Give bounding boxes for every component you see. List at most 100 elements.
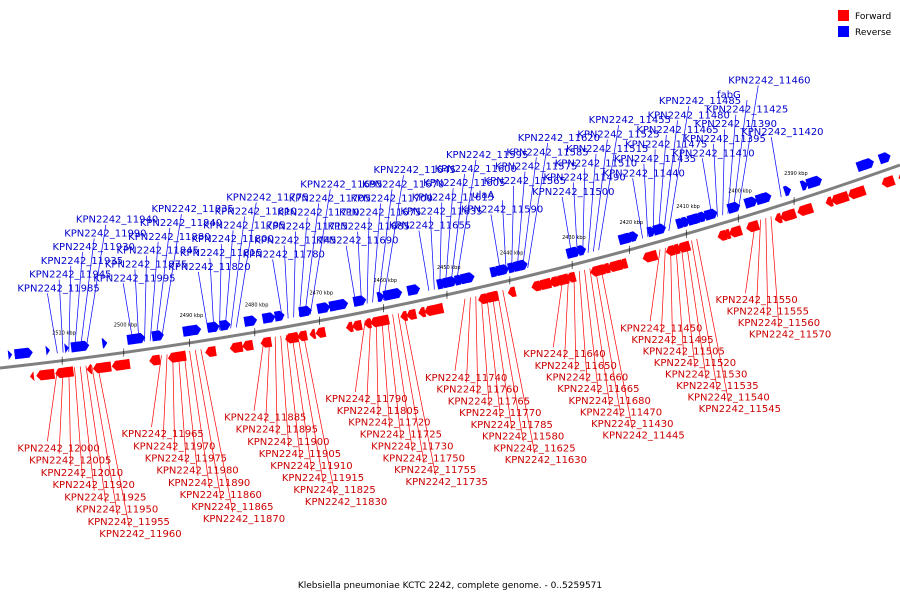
leader-line (578, 271, 588, 383)
reverse-gene-arrow (298, 305, 312, 318)
forward-gene-label: KPN2242_11560 (738, 318, 820, 329)
forward-gene-label: KPN2242_12000 (17, 443, 99, 454)
reverse-gene-arrow (629, 231, 639, 242)
leader-lines (47, 85, 782, 528)
leader-line (366, 217, 370, 304)
reverse-gene-label: KPN2242_11595 (446, 150, 528, 161)
gene-arrows (7, 152, 900, 382)
reverse-gene-label: KPN2242_11605 (423, 178, 505, 189)
leader-line (172, 353, 176, 452)
forward-gene-arrow (881, 175, 896, 188)
reverse-gene-arrow (749, 196, 758, 207)
reverse-gene-label: KPN2242_11475 (625, 139, 707, 150)
forward-gene-label: KPN2242_11750 (383, 453, 465, 464)
forward-gene-arrow (297, 330, 309, 342)
leader-line (397, 313, 425, 464)
reverse-gene-label: KPN2242_11935 (41, 256, 123, 267)
reverse-gene-label: KPN2242_11500 (532, 187, 614, 198)
reverse-gene-arrow (703, 208, 718, 221)
forward-gene-label: KPN2242_11580 (482, 432, 564, 443)
leader-line (68, 367, 72, 466)
forward-gene-arrow (309, 328, 317, 339)
forward-gene-label: KPN2242_11905 (259, 449, 341, 460)
leader-line (58, 279, 64, 353)
legend: Forward Reverse (838, 10, 892, 38)
leader-line (722, 129, 726, 216)
leader-line (224, 230, 234, 330)
forward-gene-label: KPN2242_11530 (665, 369, 747, 380)
leader-line (280, 335, 290, 447)
reverse-gene-arrow (218, 319, 231, 331)
leader-line (58, 368, 64, 454)
forward-gene-arrow (560, 273, 570, 285)
leader-line (345, 245, 357, 306)
forward-gene-label: KPN2242_11730 (371, 441, 453, 452)
forward-gene-arrow (61, 366, 75, 378)
leader-line (652, 149, 656, 236)
leader-line (516, 171, 526, 271)
tick-label: 2510 kbp (52, 331, 76, 337)
leader-line (304, 203, 320, 316)
leader-line (151, 355, 162, 428)
leader-line (178, 352, 187, 464)
forward-gene-arrow (99, 361, 112, 373)
leader-line (144, 255, 147, 342)
leader-line (283, 245, 289, 319)
reverse-gene-arrow (465, 272, 475, 283)
reverse-gene-arrow (101, 338, 108, 349)
reverse-gene-label: KPN2242_11575 (495, 162, 577, 173)
reverse-gene-label: KPN2242_11565 (484, 176, 566, 187)
reverse-gene-label: KPN2242_11840 (140, 218, 222, 229)
leader-line (701, 158, 713, 219)
leader-line (737, 85, 759, 211)
tick-label: 2480 kbp (245, 302, 269, 308)
reverse-gene-label: KPN2242_11690 (316, 236, 398, 247)
leader-line (357, 231, 362, 305)
forward-gene-label: KPN2242_11735 (406, 477, 488, 488)
leader-line (444, 188, 454, 288)
forward-gene-label: KPN2242_11890 (168, 478, 250, 489)
leader-line (491, 292, 513, 430)
leader-line (79, 366, 95, 491)
reverse-gene-label: KPN2242_11845 (117, 246, 199, 257)
forward-gene-arrow (729, 225, 743, 238)
leader-line (161, 214, 182, 340)
forward-gene-arrow (859, 185, 867, 196)
reverse-gene-arrow (732, 201, 741, 213)
leader-line (403, 312, 436, 476)
forward-gene-arrow (315, 326, 327, 338)
forward-gene-arrow (671, 243, 681, 255)
leader-line (502, 289, 536, 454)
forward-gene-arrow (345, 321, 354, 333)
forward-gene-label: KPN2242_11825 (293, 485, 375, 496)
forward-gene-arrow (648, 249, 659, 261)
forward-gene-label: KPN2242_11540 (687, 392, 769, 403)
leader-line (552, 275, 564, 348)
forward-gene-label: KPN2242_11790 (325, 394, 407, 405)
forward-gene-arrow (149, 354, 161, 366)
reverse-gene-label: KPN2242_11455 (589, 115, 671, 126)
leader-line (584, 269, 599, 394)
reverse-gene-arrow (334, 298, 349, 311)
reverse-gene-arrow (883, 152, 891, 163)
leader-line (745, 221, 756, 294)
reverse-gene-label: KPN2242_11465 (636, 125, 718, 136)
forward-gene-arrow (825, 196, 834, 207)
forward-gene-label: KPN2242_11975 (145, 453, 227, 464)
leader-line (366, 318, 372, 404)
reverse-gene-label: KPN2242_11435 (614, 154, 696, 165)
legend-reverse-swatch (838, 26, 849, 37)
leader-line (632, 178, 643, 239)
reverse-gene-label: KPN2242_11775 (226, 192, 308, 203)
tick-label: 2470 kbp (309, 291, 333, 297)
leader-line (727, 114, 737, 214)
forward-gene-label: KPN2242_11865 (191, 502, 273, 513)
reverse-gene-label: KPN2242_11675 (339, 208, 421, 219)
reverse-gene-arrow (652, 223, 667, 236)
leader-line (302, 331, 336, 495)
forward-gene-label: KPN2242_11630 (505, 455, 587, 466)
reverse-gene-label: KPN2242_11940 (76, 215, 158, 226)
reverse-gene-label: KPN2242_11410 (672, 148, 754, 159)
leader-line (298, 217, 308, 317)
